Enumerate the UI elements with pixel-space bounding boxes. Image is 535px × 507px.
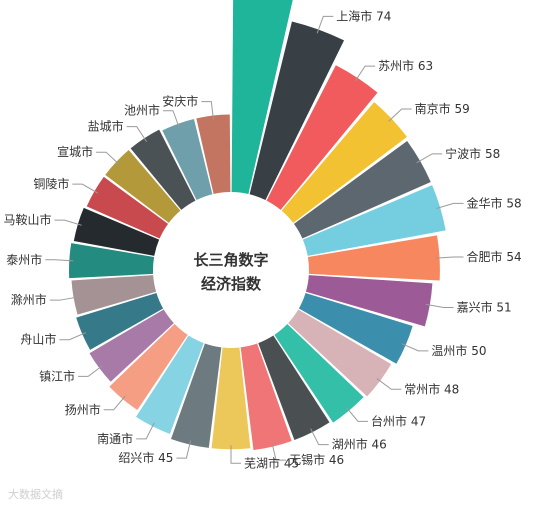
leader-line-17	[103, 395, 126, 411]
leader-line-4	[388, 108, 412, 122]
rose-segment-11	[274, 323, 364, 423]
segment-label-14: 芜湖市 45	[244, 455, 299, 470]
leader-line-19	[59, 332, 87, 341]
segment-label-25: 盐城市	[88, 119, 124, 134]
segment-label-26: 池州市	[124, 103, 160, 118]
segment-label-16: 南通市	[97, 431, 133, 446]
segment-label-11: 台州市 47	[371, 413, 426, 428]
segment-label-4: 南京市 59	[415, 101, 470, 116]
rose-segment-1	[231, 0, 293, 194]
segment-label-2: 上海市 74	[336, 8, 391, 23]
rose-segments	[69, 0, 446, 451]
rose-segment-25	[130, 129, 196, 210]
segment-label-6: 金华市 58	[467, 195, 522, 210]
rose-segment-17	[109, 323, 188, 411]
rose-segment-3	[266, 65, 378, 210]
segment-label-7: 合肥市 54	[467, 249, 522, 264]
rose-segment-26	[162, 118, 213, 201]
segment-label-23: 铜陵市	[33, 176, 69, 191]
segment-label-24: 宣城市	[57, 144, 93, 159]
segment-label-5: 宁波市 58	[445, 146, 500, 161]
leader-line-3	[354, 65, 376, 82]
segment-label-20: 滁州市	[11, 292, 47, 307]
leader-line-7	[435, 256, 464, 259]
rose-segment-12	[258, 335, 330, 441]
segment-label-8: 嘉兴市 51	[457, 299, 512, 314]
rose-segment-8	[305, 275, 433, 327]
rose-segment-4	[281, 102, 407, 223]
leader-line-18	[78, 365, 103, 377]
segment-label-10: 常州市 48	[404, 381, 459, 396]
watermark: 大数据文摘	[8, 488, 63, 501]
leader-line-16	[136, 422, 155, 440]
segment-label-15: 绍兴市 45	[118, 450, 173, 465]
rose-segment-9	[298, 292, 413, 364]
rose-segment-21	[69, 243, 155, 279]
leader-line-25	[126, 126, 147, 142]
rose-segment-7	[307, 235, 440, 281]
segment-label-19: 舟山市	[20, 332, 56, 347]
rose-segment-14	[211, 347, 251, 450]
rose-segment-6	[302, 185, 446, 256]
rose-segment-2	[249, 21, 345, 201]
segment-label-13: 无锡市 46	[289, 452, 344, 467]
rose-segment-19	[76, 292, 164, 350]
center-hole	[164, 203, 298, 337]
leader-line-2	[316, 15, 334, 34]
leader-line-22	[54, 219, 82, 226]
segment-label-9: 温州市 50	[431, 343, 486, 358]
leader-line-5	[416, 153, 443, 164]
rose-segment-18	[89, 309, 174, 382]
rose-segment-20	[71, 275, 157, 315]
segment-label-17: 扬州市	[65, 402, 101, 417]
leader-line-10	[376, 378, 402, 390]
leader-line-6	[436, 202, 464, 210]
leader-line-24	[96, 151, 120, 165]
leader-line-12	[310, 428, 329, 446]
leader-line-14	[230, 445, 241, 464]
rose-segment-10	[288, 309, 392, 397]
rose-segment-22	[73, 207, 160, 256]
segment-label-27: 安庆市	[162, 94, 198, 109]
rose-segment-27	[196, 114, 231, 194]
rose-segment-5	[293, 141, 431, 239]
segment-label-22: 马鞍山市	[3, 212, 51, 227]
segment-label-3: 苏州市 63	[378, 58, 433, 73]
center-title-line-1: 长三角数字	[193, 251, 268, 269]
leader-line-26	[163, 110, 180, 128]
rose-segment-24	[105, 150, 181, 223]
rose-segment-15	[171, 343, 222, 448]
segment-label-21: 泰州市	[6, 252, 42, 267]
leader-line-13	[271, 442, 287, 461]
center-title-line-2: 经济指数	[201, 275, 262, 293]
label-leaders	[45, 15, 464, 464]
rose-segment-23	[86, 176, 169, 239]
leader-line-23	[72, 183, 99, 194]
rose-segment-13	[240, 343, 292, 451]
segment-label-18: 镇江市	[39, 368, 75, 383]
leader-line-20	[49, 296, 78, 301]
leader-line-8	[425, 303, 454, 308]
leader-line-9	[401, 343, 429, 352]
leader-line-15	[176, 440, 192, 459]
leader-line-21	[45, 259, 74, 262]
segment-label-12: 湖州市 46	[332, 437, 387, 452]
rose-segment-16	[136, 335, 204, 434]
leader-line-27	[201, 101, 214, 120]
leader-line-11	[346, 407, 369, 422]
